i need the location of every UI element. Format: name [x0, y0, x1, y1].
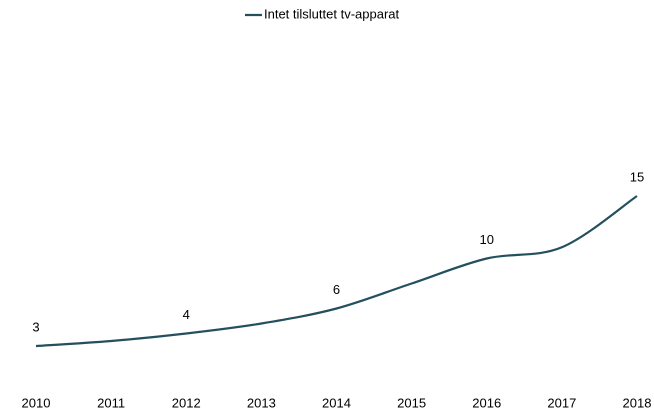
x-tick-label: 2011	[97, 395, 125, 410]
data-label: 10	[480, 232, 494, 247]
x-tick-label: 2013	[247, 395, 276, 410]
x-tick-label: 2015	[397, 395, 426, 410]
x-tick-label: 2014	[322, 395, 351, 410]
data-label: 15	[630, 169, 644, 184]
data-label: 3	[32, 319, 39, 334]
x-tick-label: 2016	[472, 395, 501, 410]
x-tick-label: 2018	[623, 395, 652, 410]
data-label: 4	[183, 307, 190, 322]
line	[35, 195, 638, 348]
legend-label: Intet tilsluttet tv-apparat	[264, 6, 400, 21]
data-label: 6	[333, 282, 340, 297]
x-tick-label: 2017	[547, 395, 576, 410]
x-tick-label: 2010	[22, 395, 51, 410]
x-tick-label: 2012	[172, 395, 201, 410]
